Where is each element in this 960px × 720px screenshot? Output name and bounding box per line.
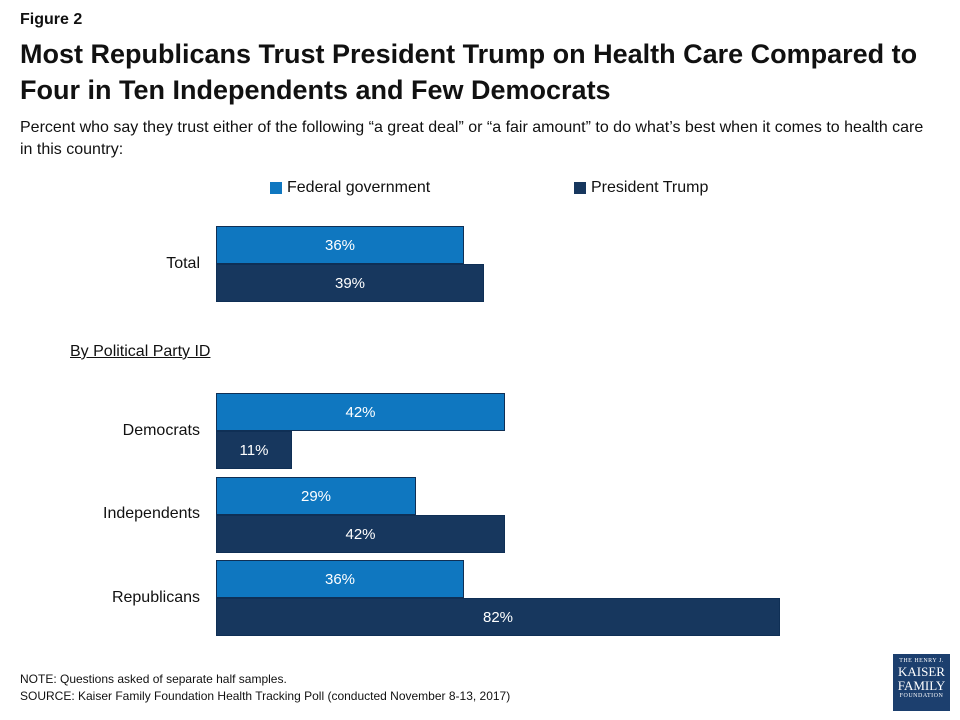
source-text: SOURCE: Kaiser Family Foundation Health … — [20, 689, 511, 703]
data-label-republicans-federal: 36% — [324, 570, 356, 588]
note-text: NOTE: Questions asked of separate half s… — [20, 672, 287, 686]
legend-item-trump: President Trump — [574, 179, 708, 197]
bar-democrats-trump: 11% — [216, 431, 292, 469]
bar-independents-federal: 29% — [216, 477, 416, 515]
logo-line1: THE HENRY J. — [899, 658, 944, 664]
chart-title: Most Republicans Trust President Trump o… — [20, 39, 918, 105]
bar-independents-trump: 42% — [216, 515, 505, 553]
data-label-total-trump: 39% — [334, 274, 366, 292]
legend-label-federal: Federal government — [287, 179, 431, 196]
category-label-total: Total — [166, 255, 200, 272]
category-label-independents: Independents — [103, 505, 200, 522]
data-label-democrats-trump: 11% — [239, 441, 269, 459]
data-label-independents-trump: 42% — [345, 525, 376, 543]
legend-label-trump: President Trump — [591, 179, 709, 196]
chart-subtitle: Percent who say they trust either of the… — [20, 119, 924, 158]
category-label-democrats: Democrats — [122, 422, 200, 439]
figure-label: Figure 2 — [20, 11, 83, 28]
data-label-total-federal: 36% — [324, 236, 356, 254]
section-label: By Political Party ID — [70, 343, 211, 360]
category-label-republicans: Republicans — [111, 589, 200, 606]
logo-line3: FAMILY — [897, 678, 946, 693]
bar-republicans-trump: 82% — [216, 598, 780, 636]
logo-line2: KAISER — [898, 664, 945, 679]
bar-democrats-federal: 42% — [216, 393, 505, 431]
legend-swatch-federal — [270, 182, 282, 194]
footnote: NOTE: Questions asked of separate half s… — [20, 671, 510, 705]
legend-swatch-trump — [574, 182, 586, 194]
legend-item-federal: Federal government — [270, 179, 430, 197]
bar-total-trump: 39% — [216, 264, 484, 302]
bar-total-federal: 36% — [216, 226, 464, 264]
bar-republicans-federal: 36% — [216, 560, 464, 598]
kff-logo: THE HENRY J. KAISER FAMILY FOUNDATION — [893, 654, 950, 711]
legend: Federal government President Trump — [0, 179, 960, 199]
data-label-republicans-trump: 82% — [482, 608, 514, 626]
data-label-democrats-federal: 42% — [345, 403, 376, 421]
logo-line4: FOUNDATION — [899, 693, 944, 699]
data-label-independents-federal: 29% — [300, 487, 332, 505]
